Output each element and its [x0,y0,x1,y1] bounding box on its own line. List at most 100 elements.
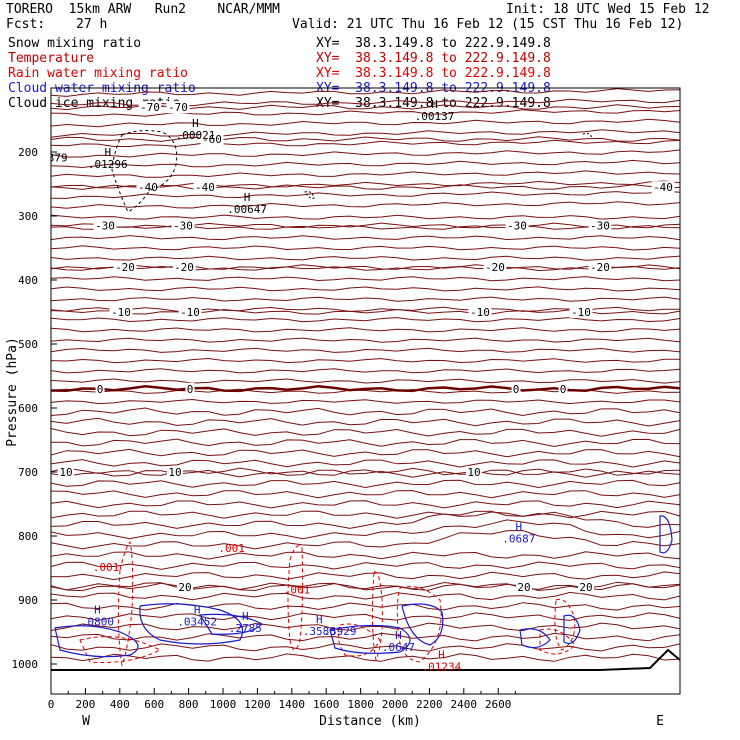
legend-xy-temperature: XY= 38.3.149.8 to 222.9.149.8 [316,51,551,66]
isotherm-20 [51,582,680,592]
isotherm-label: -40 [653,181,673,194]
rain-contour [287,545,304,651]
snow-contour [304,191,315,199]
snow-contour [111,130,178,213]
isotherm-label: -30 [507,220,527,233]
maximum-marker: H [94,604,101,617]
rain-contour [337,623,381,657]
cloud-water-contour [198,613,263,635]
isotherm-label-bg [167,466,183,478]
maximum-marker: H [395,629,402,642]
maximum-marker: H [192,117,199,130]
init-time: Init: 18 UTC Wed 15 Feb 12 [506,2,710,17]
temperature-contour-line [51,347,680,353]
isotherm-label: 10 [59,466,72,479]
legend-label-rain: Rain water mixing ratio [8,66,189,81]
isotherm-label-bg [166,101,190,114]
temperature-contour-line [51,612,680,621]
maximum-marker: H [242,610,249,623]
temperature-contour-line [51,653,680,662]
isotherm-label-bg [588,261,612,274]
y-tick-label: 400 [18,274,38,287]
isotherm-10 [51,467,680,476]
temperature-contour-line [51,159,680,169]
maximum-value: .0800 [81,616,114,629]
maximum-marker: H [438,648,445,661]
y-tick-label: 700 [18,466,38,479]
x-tick-label: 2000 [382,698,409,711]
temperature-contour-line [51,317,680,323]
y-tick-label: 500 [18,338,38,351]
east-label: E [656,714,664,729]
temperature-contour-line [51,224,680,230]
maximum-value: .03452 [177,616,217,629]
maximum-marker: H [316,63,323,76]
isotherm-label: 20 [517,581,530,594]
temperature-contour-line [51,378,680,384]
temperature-contour-line [51,632,680,642]
x-tick-label: 2600 [485,698,512,711]
temperature-contour-line [51,201,680,209]
temperature-contour-line [51,327,680,333]
temperature-contour-line [51,529,680,550]
isotherm--60 [51,136,680,142]
temperature-contour-line [51,255,680,261]
maximum-value: .0687 [502,532,535,545]
rain-contour [539,628,576,655]
temperature-contour-line [51,643,680,652]
model-title: TORERO 15km ARW Run2 NCAR/MMM [6,2,280,17]
temperature-contour-line [51,479,680,489]
temperature-contour-line [51,417,680,427]
cloud-water-contour [54,625,139,658]
isotherm-label: -20 [115,261,135,274]
isotherm-label-bg [516,581,532,594]
temperature-contour-line [51,88,680,97]
isotherm-label-bg [178,306,202,318]
x-tick-label: 1200 [244,698,271,711]
temperature-contour-line [51,448,680,458]
temperature-contour-line [51,149,680,158]
temperature-contour-line [51,190,680,199]
temperature-contour-line [51,129,680,138]
maximum-value: .0647 [382,641,415,654]
temperature-contour-line [51,428,680,437]
rain-contour [371,571,383,662]
isotherm-label: 20 [579,581,592,594]
temperature-contour-line [51,296,680,302]
rain-contour-label: .001 [93,561,120,574]
isotherm-label: -70 [140,101,160,114]
y-tick-label: 1000 [12,658,39,671]
maximum-value: .3929 [323,625,356,638]
y-tick-label: 200 [18,146,38,159]
rain-contour [396,586,442,663]
legend-label-snow: Snow mixing ratio [8,36,142,51]
maximum-value: .00021 [176,129,216,142]
temperature-contour-line [51,490,680,499]
maximum-value: .3586 [303,625,336,638]
y-axis-label: Pressure (hPa) [5,337,20,447]
isotherm-label: -20 [590,261,610,274]
temperature-contour-line [51,245,680,251]
cloud-water-contour [563,614,581,645]
snow-contour [582,133,593,139]
cloud-water-contour [519,628,551,649]
temperature-contour-line [51,276,680,282]
legend-xy-snow: XY= 38.3.149.8 to 222.9.149.8 [316,36,551,51]
valid-time: Valid: 21 UTC Thu 16 Feb 12 (15 CST Thu … [292,17,684,32]
isotherm-label-bg [468,306,492,318]
temperature-contour-line [51,407,680,417]
temperature-contour-line [51,459,680,468]
temperature-contour-line [51,581,680,591]
maximum-value: .00137 [415,110,455,123]
west-label: W [82,714,90,729]
isotherm-label-bg [505,219,529,232]
x-tick-label: 800 [179,698,199,711]
isotherm-label-bg [185,382,195,395]
maximum-value: .01296 [88,158,128,171]
x-axis-label: Distance (km) [319,714,421,729]
terrain-line [51,648,680,671]
isotherm-label: 0 [513,383,520,396]
isotherm-label: 0 [97,383,104,396]
isotherm-label-bg [511,382,521,395]
